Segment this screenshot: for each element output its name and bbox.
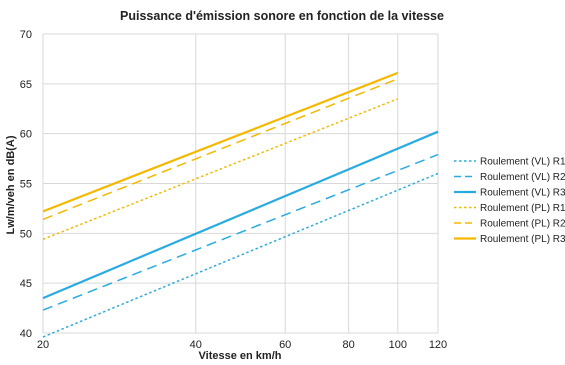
y-tick-label: 70: [20, 29, 32, 41]
legend-label: Roulement (PL) R2: [480, 219, 565, 230]
series-line: [42, 130, 439, 300]
x-tick-label: 60: [279, 339, 291, 351]
x-tick-label: 80: [342, 339, 354, 351]
tick-labels: 40 45 50 55 60 65 70 20 40 60 80 100 120: [20, 29, 447, 351]
chart-title: Puissance d'émission sonore en fonction …: [120, 9, 444, 23]
series-lines: [42, 71, 439, 338]
y-tick-label: 60: [20, 129, 32, 141]
legend-label: Roulement (PL) R1: [480, 203, 565, 214]
series-line: [42, 153, 439, 311]
series-line: [42, 172, 439, 338]
legend-label: Roulement (VL) R3: [480, 188, 565, 199]
grid: [42, 33, 439, 334]
legend-label: Roulement (VL) R1: [480, 157, 565, 168]
y-tick-label: 65: [20, 79, 32, 91]
y-axis-label: Lw/m/veh en dB(A): [5, 135, 17, 234]
legend-label: Roulement (VL) R2: [480, 172, 565, 183]
y-tick-label: 40: [20, 328, 32, 340]
x-tick-label: 100: [389, 339, 407, 351]
x-tick-label: 40: [190, 339, 202, 351]
x-tick-label: 120: [429, 339, 447, 351]
legend-label: Roulement (PL) R3: [480, 234, 565, 245]
x-axis-label: Vitesse en km/h: [199, 350, 282, 362]
y-tick-label: 55: [20, 179, 32, 191]
y-tick-label: 45: [20, 278, 32, 290]
series-line: [42, 78, 399, 221]
legend: Roulement (VL) R1 Roulement (VL) R2 Roulem…: [454, 157, 565, 245]
series-line: [42, 98, 399, 240]
series-line: [42, 71, 399, 213]
x-tick-label: 20: [37, 339, 49, 351]
y-tick-label: 50: [20, 228, 32, 240]
